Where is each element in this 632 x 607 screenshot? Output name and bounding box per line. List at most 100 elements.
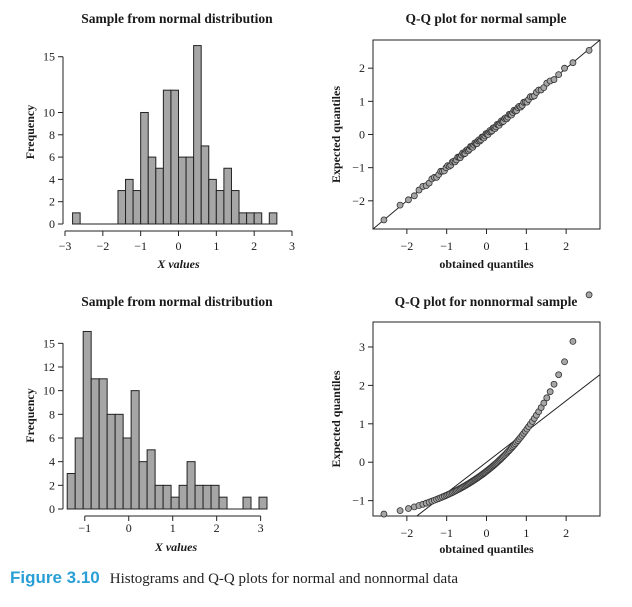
qq-point [405, 505, 412, 512]
histogram-nonnormal-panel: Sample from normal distribution024681012… [23, 294, 273, 554]
y-tick-label: 15 [43, 336, 55, 350]
qq-point [561, 358, 568, 366]
y-tick-label: 3 [359, 340, 365, 354]
y-tick-label: 0 [49, 502, 55, 516]
histogram-bar [230, 190, 240, 225]
histogram-bar [154, 484, 164, 510]
histogram-bar [194, 484, 204, 510]
qq-point [410, 192, 418, 200]
x-tick-label: 2 [251, 239, 257, 253]
qq-point [585, 46, 593, 54]
histogram-normal-panel: Sample from normal distribution024681015… [23, 11, 295, 271]
y-tick-label: 12 [43, 360, 55, 374]
qq-point [561, 64, 568, 72]
histogram-bar [268, 212, 278, 225]
chart-title: Q-Q plot for nonnormal sample [395, 294, 578, 309]
histogram-bar [238, 212, 248, 225]
x-tick-label: 3 [289, 239, 295, 253]
qq-point [380, 216, 388, 224]
plot-frame [372, 321, 601, 517]
y-tick-label: 2 [359, 378, 365, 392]
y-tick-label: 2 [359, 61, 365, 75]
histogram-bar [253, 212, 263, 225]
histogram-bar [202, 484, 212, 510]
x-tick-label: −1 [440, 526, 453, 540]
y-tick-label: 15 [43, 50, 55, 64]
histogram-bar [106, 413, 116, 510]
histogram-bar [170, 496, 180, 510]
histogram-bar [178, 484, 188, 510]
histogram-bar [74, 437, 84, 510]
histogram-bar [200, 145, 210, 225]
qq-point [540, 399, 548, 407]
x-tick-label: 0 [484, 239, 490, 253]
y-tick-label: −2 [352, 194, 365, 208]
histogram-bar [122, 437, 132, 510]
histogram-bar [170, 89, 180, 225]
qq-point [396, 201, 404, 209]
histogram-bar [125, 178, 134, 225]
histogram-bar [147, 156, 157, 225]
histogram-bar [246, 212, 255, 225]
histogram-bar [215, 190, 225, 225]
y-tick-label: 0 [359, 128, 365, 142]
histogram-bar [258, 496, 268, 510]
qq-point [550, 380, 558, 388]
x-tick-label: 1 [523, 526, 529, 540]
qq-point [546, 388, 554, 396]
y-tick-label: 10 [43, 105, 55, 119]
histogram-bar [223, 167, 232, 225]
y-tick-label: 10 [43, 384, 55, 398]
x-axis-label: X values [156, 257, 200, 271]
x-tick-label: 2 [563, 526, 569, 540]
histogram-bar [82, 330, 92, 510]
x-tick-label: −1 [78, 521, 91, 535]
x-axis-label: obtained quantiles [439, 257, 534, 271]
y-tick-label: 4 [49, 172, 55, 186]
y-axis-label: Frequency [23, 105, 37, 159]
y-axis-label: Expected quantiles [329, 370, 343, 467]
histogram-bar [186, 461, 196, 510]
reference-line [415, 374, 600, 516]
histogram-bar [98, 378, 108, 510]
qq-point [543, 394, 551, 402]
histogram-bar [146, 449, 156, 510]
histogram-bar [242, 496, 252, 510]
histogram-bar [208, 178, 217, 225]
histogram-bar [130, 390, 140, 510]
x-axis-label: obtained quantiles [439, 542, 534, 556]
y-tick-label: −1 [352, 494, 365, 508]
qq-normal-panel: Q-Q plot for normal sample −2 −1 0 1 2 −2 −1 0 1 2… [329, 11, 601, 271]
x-tick-label: 2 [563, 239, 569, 253]
y-tick-label: 8 [49, 128, 55, 142]
x-tick-label: −2 [400, 526, 413, 540]
y-tick-label: 1 [359, 94, 365, 108]
y-tick-label: 1 [359, 417, 365, 431]
x-tick-label: −2 [400, 239, 413, 253]
figure-number: Figure 3.10 [10, 568, 100, 587]
qq-point [555, 371, 563, 379]
qq-point [569, 59, 577, 67]
histogram-bar [155, 167, 164, 225]
histogram-bar [218, 496, 228, 510]
y-tick-label: 4 [49, 455, 55, 469]
histogram-bar [185, 156, 195, 225]
y-axis-label: Frequency [23, 388, 37, 442]
y-tick-label: 2 [49, 478, 55, 492]
chart-title: Q-Q plot for normal sample [406, 11, 567, 26]
histogram-bar [90, 378, 100, 510]
qq-point [555, 71, 563, 79]
x-tick-label: −2 [96, 239, 109, 253]
histogram-bar [72, 212, 81, 225]
x-tick-label: 3 [258, 521, 264, 535]
x-tick-label: 2 [214, 521, 220, 535]
x-tick-label: −1 [134, 239, 147, 253]
qq-point [569, 337, 577, 345]
y-axis-label: Expected quantiles [329, 86, 343, 183]
x-tick-label: −1 [440, 239, 453, 253]
y-tick-label: −1 [352, 161, 365, 175]
histogram-bar [138, 461, 148, 510]
histogram-bar [178, 156, 187, 225]
x-tick-label: 0 [176, 239, 182, 253]
